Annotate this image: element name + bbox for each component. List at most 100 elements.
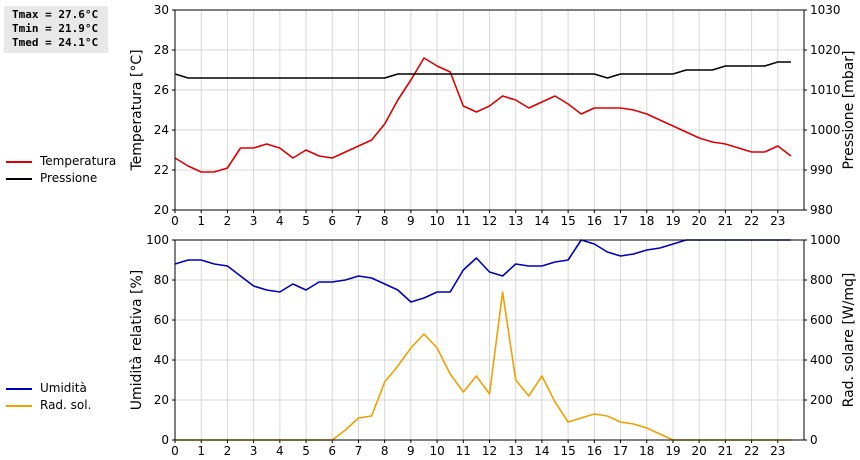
top-y-tick-label: 30 [154, 3, 169, 17]
bottom-y2-tick-label: 1000 [810, 233, 841, 247]
top-x-tick-label: 17 [613, 214, 628, 228]
bottom-x-tick-label: 20 [692, 444, 707, 458]
bottom-x-tick-label: 18 [639, 444, 654, 458]
bottom-series-right-line [175, 291, 791, 441]
legend-item-temperature: Temperatura [6, 153, 116, 170]
bottom-x-tick-label: 11 [456, 444, 471, 458]
bottom-x-tick-label: 6 [328, 444, 336, 458]
top-plot-frame [174, 9, 805, 211]
top-series-right-line [174, 61, 791, 79]
bottom-x-tick-label: 15 [560, 444, 575, 458]
bottom-x-tick-label: 12 [482, 444, 497, 458]
legend-top: Temperatura Pressione [6, 153, 116, 187]
top-x-tick-label: 19 [665, 214, 680, 228]
bottom-x-tick-label: 0 [171, 444, 179, 458]
top-series-left-line [174, 57, 792, 173]
top-x-tick-label: 14 [534, 214, 549, 228]
bottom-series-left-line [174, 239, 791, 303]
top-y2-tick-label: 1000 [810, 123, 841, 137]
top-y2-tick-label: 990 [810, 163, 833, 177]
bottom-y2-tick-label: 0 [810, 433, 818, 447]
top-x-tick-label: 6 [328, 214, 336, 228]
top-y-tick-label: 26 [154, 83, 169, 97]
bottom-y2-axis-label: Rad. solare [W/mq] [841, 273, 857, 408]
legend-label-temperature: Temperatura [40, 154, 117, 168]
bottom-panel: 0 1 2 3 4 5 6 7 8 9 10 11 12 13 14 15 16 17 18 19 20 21 22 2302… [129, 233, 857, 458]
bottom-x-tick-label: 22 [744, 444, 759, 458]
bottom-x-tick-label: 17 [613, 444, 628, 458]
top-x-tick-label: 13 [508, 214, 523, 228]
bottom-x-tick-label: 5 [302, 444, 310, 458]
bottom-x-tick-label: 7 [355, 444, 363, 458]
top-x-tick-label: 11 [456, 214, 471, 228]
top-y-axis-label: Temperatura [°C] [129, 49, 145, 171]
bottom-x-tick-label: 14 [534, 444, 549, 458]
tmax-text: Tmax = 27.6°C [12, 8, 99, 21]
bottom-y-axis-label: Umidità relativa [%] [129, 270, 145, 411]
bottom-plot-frame [174, 239, 805, 441]
bottom-x-tick-label: 4 [276, 444, 284, 458]
bottom-x-tick-label: 13 [508, 444, 523, 458]
top-x-tick-label: 7 [355, 214, 363, 228]
bottom-y2-tick-label: 200 [810, 393, 833, 407]
pressure-swatch [6, 177, 32, 180]
bottom-y2-tick-label: 400 [810, 353, 833, 367]
bottom-y2-tick-label: 600 [810, 313, 833, 327]
bottom-x-tick-label: 19 [665, 444, 680, 458]
top-y2-tick-label: 1020 [810, 43, 841, 57]
top-y-tick-label: 20 [154, 203, 169, 217]
legend-label-pressure: Pressione [40, 171, 98, 185]
top-x-tick-label: 5 [302, 214, 310, 228]
top-x-tick-label: 21 [718, 214, 733, 228]
legend-item-humidity: Umidità [6, 380, 91, 397]
bottom-x-tick-label: 23 [770, 444, 785, 458]
top-y-tick-label: 28 [154, 43, 169, 57]
top-x-tick-label: 16 [587, 214, 602, 228]
top-x-tick-label: 12 [482, 214, 497, 228]
top-x-tick-label: 4 [276, 214, 284, 228]
stats-box: Tmax = 27.6°C Tmin = 21.9°C Tmed = 24.1°… [4, 6, 108, 53]
top-x-tick-label: 3 [250, 214, 258, 228]
top-y2-tick-label: 1030 [810, 3, 841, 17]
bottom-y-tick-label: 80 [154, 273, 169, 287]
top-x-tick-label: 1 [197, 214, 205, 228]
tmed-text: Tmed = 24.1°C [12, 36, 99, 49]
legend-label-humidity: Umidità [40, 381, 87, 395]
top-x-tick-label: 22 [744, 214, 759, 228]
humidity-swatch [6, 387, 32, 390]
bottom-x-tick-label: 2 [224, 444, 232, 458]
legend-label-radiation: Rad. sol. [40, 398, 92, 412]
bottom-y-tick-label: 40 [154, 353, 169, 367]
temperature-swatch [6, 160, 32, 163]
top-x-tick-label: 8 [381, 214, 389, 228]
legend-item-radiation: Rad. sol. [6, 397, 91, 414]
top-x-tick-label: 15 [560, 214, 575, 228]
top-y-tick-label: 22 [154, 163, 169, 177]
top-x-tick-label: 23 [770, 214, 785, 228]
bottom-y-tick-label: 60 [154, 313, 169, 327]
top-y2-tick-label: 980 [810, 203, 833, 217]
top-y-tick-label: 24 [154, 123, 169, 137]
top-x-tick-label: 10 [429, 214, 444, 228]
bottom-x-tick-label: 16 [587, 444, 602, 458]
top-y2-axis-label: Pressione [mbar] [841, 50, 857, 169]
top-x-tick-label: 20 [692, 214, 707, 228]
top-y2-tick-label: 1010 [810, 83, 841, 97]
legend-item-pressure: Pressione [6, 170, 116, 187]
bottom-x-tick-label: 10 [429, 444, 444, 458]
top-x-tick-label: 18 [639, 214, 654, 228]
bottom-y-tick-label: 20 [154, 393, 169, 407]
bottom-x-tick-label: 9 [407, 444, 415, 458]
radiation-swatch [6, 404, 32, 407]
tmin-text: Tmin = 21.9°C [12, 22, 99, 35]
bottom-y-tick-label: 0 [161, 433, 169, 447]
bottom-x-tick-label: 8 [381, 444, 389, 458]
bottom-x-tick-label: 1 [197, 444, 205, 458]
legend-bottom: Umidità Rad. sol. [6, 380, 91, 414]
bottom-x-tick-label: 3 [250, 444, 258, 458]
bottom-y2-tick-label: 800 [810, 273, 833, 287]
top-x-tick-label: 0 [171, 214, 179, 228]
bottom-x-tick-label: 21 [718, 444, 733, 458]
top-panel: 0 1 2 3 4 5 6 7 8 9 10 11 12 13 14 15 16 17 18 19 20 21 22 2320… [129, 3, 857, 228]
